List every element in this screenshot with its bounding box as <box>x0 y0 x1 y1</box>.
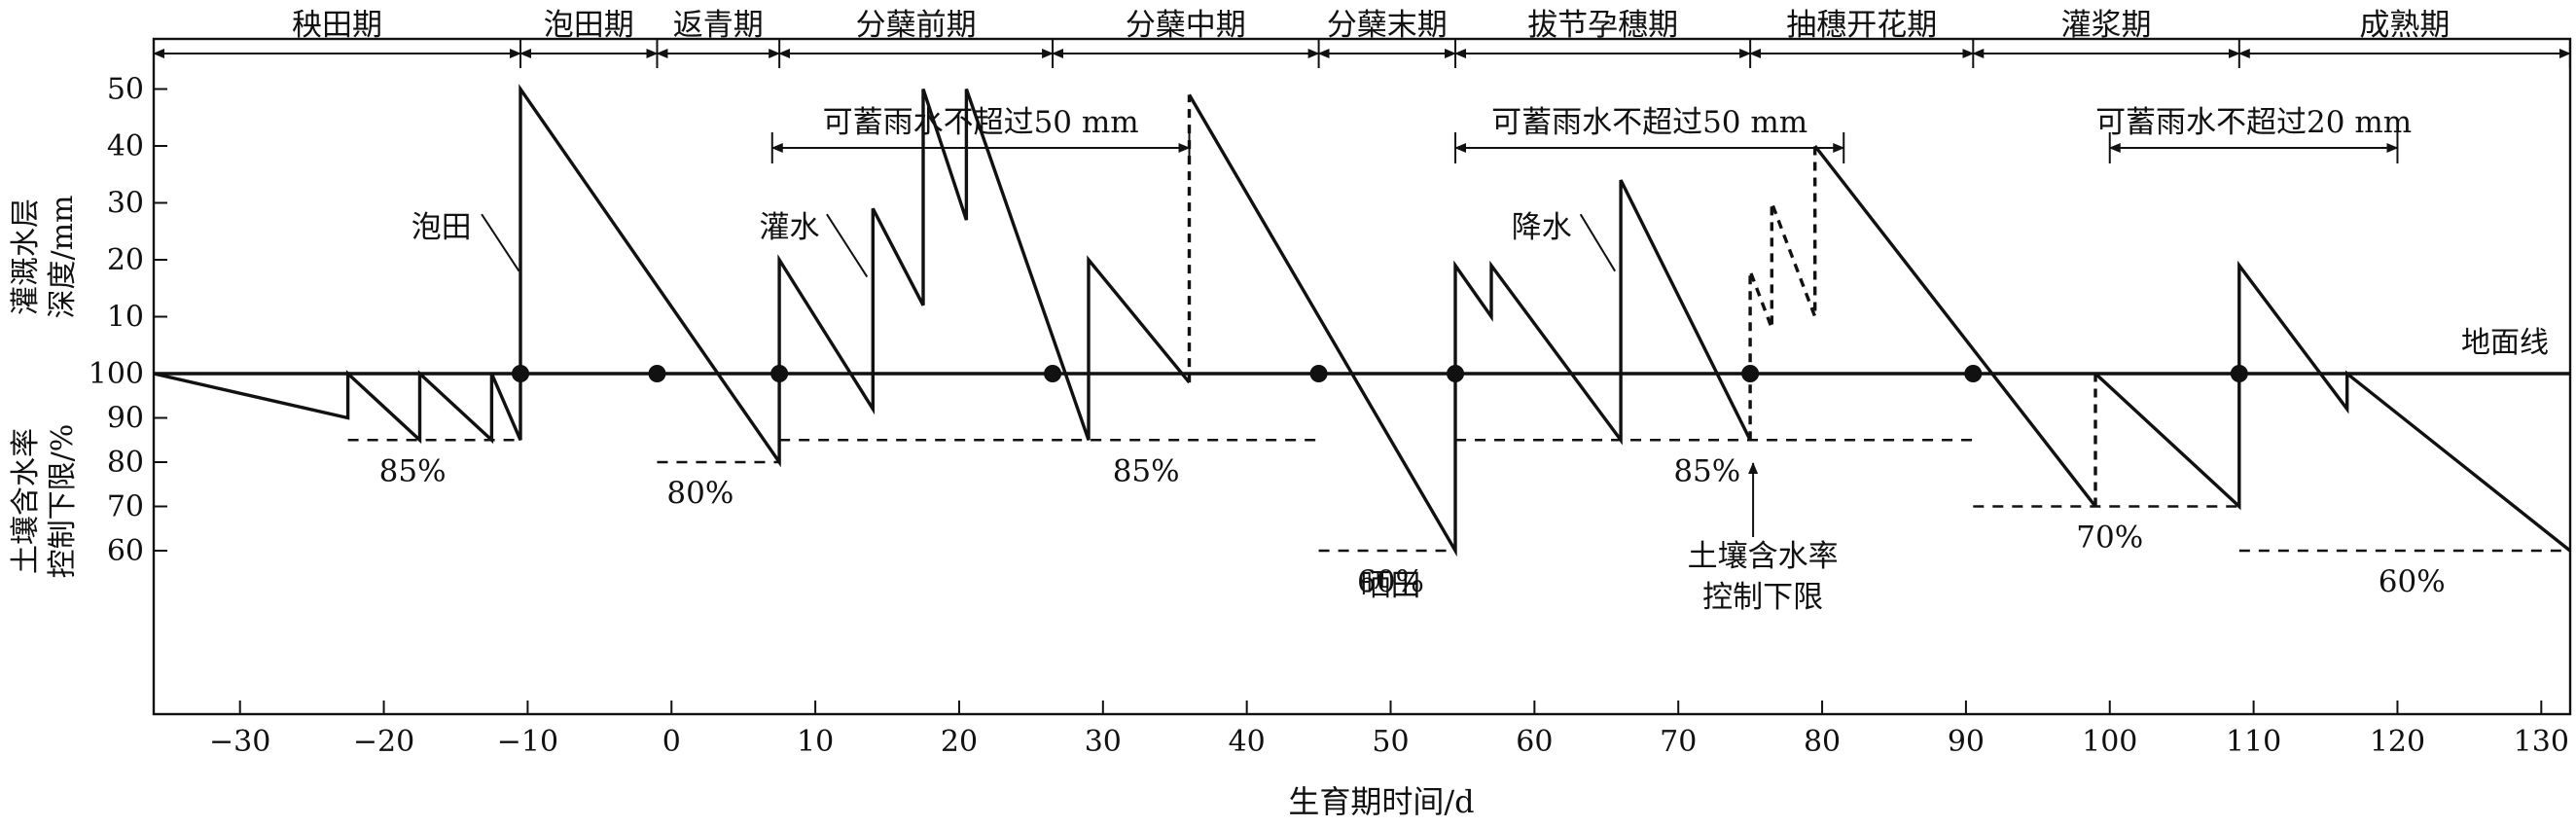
storage-span-label: 可蓄雨水不超过50 mm <box>1491 105 1807 140</box>
y-tick-label-upper: 20 <box>107 243 144 277</box>
stage-label: 分蘖末期 <box>1327 8 1448 43</box>
lower-limit-label: 60% <box>2379 564 2446 599</box>
lower-limit-label: 85% <box>1113 453 1180 488</box>
y-tick-label-lower: 70 <box>107 490 144 524</box>
x-tick-label: 120 <box>2370 725 2425 759</box>
stage-label: 抽穗开花期 <box>1786 8 1937 43</box>
y-tick-label-lower: 80 <box>107 446 144 480</box>
annotation-pointer <box>1579 213 1617 272</box>
stage-boundary-dot <box>1447 365 1465 382</box>
y-axis-title-lower: 土壤含水率 控制下限/% <box>9 424 80 579</box>
annotation-label: 晒田 <box>1361 568 1421 603</box>
x-tick-label: 70 <box>1660 725 1697 759</box>
annotation-label: 泡田 <box>411 210 472 245</box>
y-tick-label-upper: 40 <box>107 129 144 163</box>
stage-boundary-dot <box>1309 365 1328 382</box>
stage-boundary-dot <box>648 365 666 382</box>
storage-span-label: 可蓄雨水不超过20 mm <box>2095 105 2412 140</box>
y-axis-title-upper-line1: 灌溉水层 <box>9 198 43 315</box>
stage-boundary-dot <box>1964 365 1983 382</box>
stage-label: 分蘖中期 <box>1126 8 1246 43</box>
x-tick-label: 60 <box>1516 725 1553 759</box>
y-axis-title-upper-line2: 深度/mm <box>46 195 80 318</box>
y-tick-label-upper: 30 <box>107 187 144 221</box>
stage-label: 成熟期 <box>2359 8 2450 43</box>
y-tick-label-lower: 100 <box>89 357 144 391</box>
y-tick-label-upper: 50 <box>107 73 144 107</box>
x-tick-label: 30 <box>1085 725 1122 759</box>
moisture-lower-limits: 85% 80% 85% 60% 85% 70% 60% <box>347 439 2570 599</box>
x-axis: −30 −20 −10 0 10 20 30 40 50 60 70 80 90 100 110 120 130 <box>209 701 2569 759</box>
annotation-label: 降水 <box>1512 210 1572 245</box>
x-tick-label: −30 <box>209 725 270 759</box>
annotation-label: 灌水 <box>759 210 819 245</box>
y-axis-title-lower-line2: 控制下限/% <box>46 424 80 579</box>
stage-boundary-dot <box>1741 365 1760 382</box>
x-tick-label: 20 <box>941 725 978 759</box>
stage-boundary-dots <box>512 365 2248 382</box>
x-tick-label: 100 <box>2082 725 2137 759</box>
water-level-line <box>1813 144 2097 508</box>
y-tick-label-upper: 10 <box>107 301 144 335</box>
x-tick-label: −10 <box>497 725 558 759</box>
stage-boundary-dot <box>1044 365 1062 382</box>
soil-limit-note-line2: 控制下限 <box>1702 580 1823 615</box>
water-level-series <box>153 84 2571 557</box>
lower-limit-label: 85% <box>1673 453 1740 488</box>
x-tick-label: 80 <box>1804 725 1841 759</box>
y-axis-title-upper: 灌溉水层 深度/mm <box>9 195 80 318</box>
x-tick-label: 50 <box>1372 725 1409 759</box>
stage-label: 返青期 <box>673 8 764 43</box>
lower-limit-label: 60% <box>1357 564 1424 599</box>
plot-frame <box>152 37 2572 716</box>
rain-storage-spans: 可蓄雨水不超过50 mm 可蓄雨水不超过50 mm 可蓄雨水不超过20 mm <box>770 105 2412 163</box>
x-tick-label: 90 <box>1948 725 1985 759</box>
stage-boundary-dot <box>2230 365 2248 382</box>
stage-boundary-dot <box>770 365 789 382</box>
x-tick-label: 110 <box>2226 725 2281 759</box>
x-axis-title: 生育期时间/d <box>1288 783 1474 820</box>
x-tick-label: 40 <box>1229 725 1266 759</box>
x-tick-label: −20 <box>353 725 414 759</box>
stage-boundary-dot <box>512 365 530 382</box>
stage-label: 泡田期 <box>544 8 634 43</box>
lower-limit-label: 85% <box>379 453 447 488</box>
lower-limit-label: 80% <box>666 476 733 511</box>
annotation-pointer <box>826 213 869 278</box>
rain-rise-dashed-line <box>1748 146 1817 441</box>
water-level-line <box>1188 93 1752 557</box>
stage-label: 秧田期 <box>292 8 382 43</box>
stage-label: 灌浆期 <box>2061 8 2152 43</box>
ground-line-label: 地面线 <box>2461 326 2549 360</box>
growth-stage-header: 秧田期 泡田期 返青期 分蘖前期 分蘖中期 分蘖末期 拔节孕穗期 抽穗开花期 灌浆期 成熟期 <box>153 8 2571 68</box>
water-level-line <box>2093 260 2571 553</box>
y-axis: 10 20 30 40 50 100 90 80 70 60 <box>89 73 167 568</box>
lower-limit-label: 70% <box>2076 521 2143 556</box>
annotation-pointer <box>481 213 520 272</box>
x-tick-label: 130 <box>2514 725 2569 759</box>
stage-label: 分蘖前期 <box>856 8 977 43</box>
y-tick-label-lower: 90 <box>107 402 144 436</box>
stage-label: 拔节孕穗期 <box>1527 8 1678 43</box>
soil-limit-note-line1: 土壤含水率 <box>1688 539 1839 574</box>
x-tick-label: 0 <box>662 725 681 759</box>
x-tick-label: 10 <box>797 725 834 759</box>
water-level-line <box>153 84 1191 468</box>
y-tick-label-lower: 60 <box>107 534 144 568</box>
y-axis-title-lower-line1: 土壤含水率 <box>9 428 43 574</box>
